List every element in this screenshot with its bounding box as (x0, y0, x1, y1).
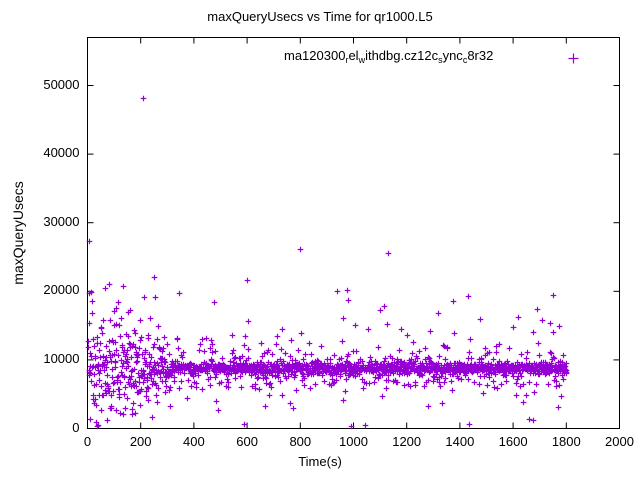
legend-sample-marker (568, 53, 579, 64)
y-axis-ticks (87, 85, 620, 429)
y-tick-label: 30000 (43, 213, 80, 229)
legend-series-label: ma120300relwithdbg.cz12csyncc8r32 (284, 48, 494, 65)
x-tick-label: 1000 (339, 433, 368, 449)
y-tick-label: 0 (72, 419, 80, 435)
x-tick-label: 1600 (498, 433, 528, 449)
x-tick-label: 1200 (392, 433, 422, 449)
x-tick-label: 200 (129, 433, 152, 449)
y-tick-label: 40000 (43, 145, 80, 161)
x-tick-label: 1800 (551, 433, 581, 449)
x-tick-label: 800 (289, 433, 312, 449)
x-tick-label: 0 (83, 433, 92, 449)
chart-title: maxQueryUsecs vs Time for qr1000.L5 (207, 9, 433, 24)
y-tick-label: 10000 (43, 350, 80, 366)
y-tick-label: 50000 (43, 76, 80, 92)
x-tick-label: 2000 (605, 433, 634, 449)
x-tick-label: 400 (183, 433, 205, 449)
x-tick-label: 600 (236, 433, 258, 449)
x-tick-label: 1400 (445, 433, 475, 449)
y-tick-label: 20000 (43, 282, 80, 298)
x-axis-ticks (87, 37, 620, 429)
scatter-marker-set (85, 95, 570, 430)
x-axis-label: Time(s) (298, 454, 342, 469)
data-points (85, 95, 570, 430)
